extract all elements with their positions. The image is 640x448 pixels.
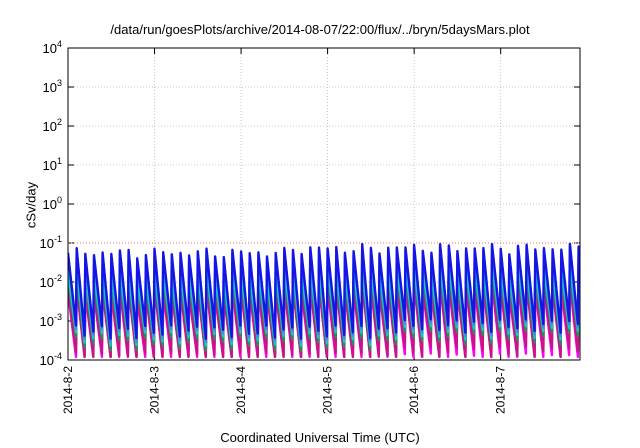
series-line (68, 242, 580, 340)
x-tick-label: 2014-8-5 (321, 366, 335, 414)
y-tick-label: 10-2 (40, 273, 62, 290)
y-tick-label: 10-4 (40, 351, 62, 368)
y-tick-label: 10-3 (40, 312, 62, 329)
y-tick-label: 101 (43, 156, 62, 173)
y-tick-label: 100 (43, 195, 62, 212)
y-tick-label: 103 (43, 78, 62, 95)
chart-title: /data/run/goesPlots/archive/2014-08-07/2… (110, 22, 530, 37)
series-group (68, 242, 580, 359)
x-tick-label: 2014-8-6 (407, 366, 421, 414)
x-tick-label: 2014-8-3 (148, 366, 162, 414)
y-tick-label: 102 (43, 117, 62, 134)
x-axis-label: Coordinated Universal Time (UTC) (220, 430, 420, 445)
plot-frame (67, 47, 581, 361)
x-tick-label: 2014-8-2 (61, 366, 75, 414)
y-tick-label: 104 (43, 39, 62, 56)
x-tick-label: 2014-8-4 (234, 366, 248, 414)
y-tick-label: 10-1 (40, 234, 62, 251)
x-tick-label: 2014-8-7 (494, 366, 508, 414)
